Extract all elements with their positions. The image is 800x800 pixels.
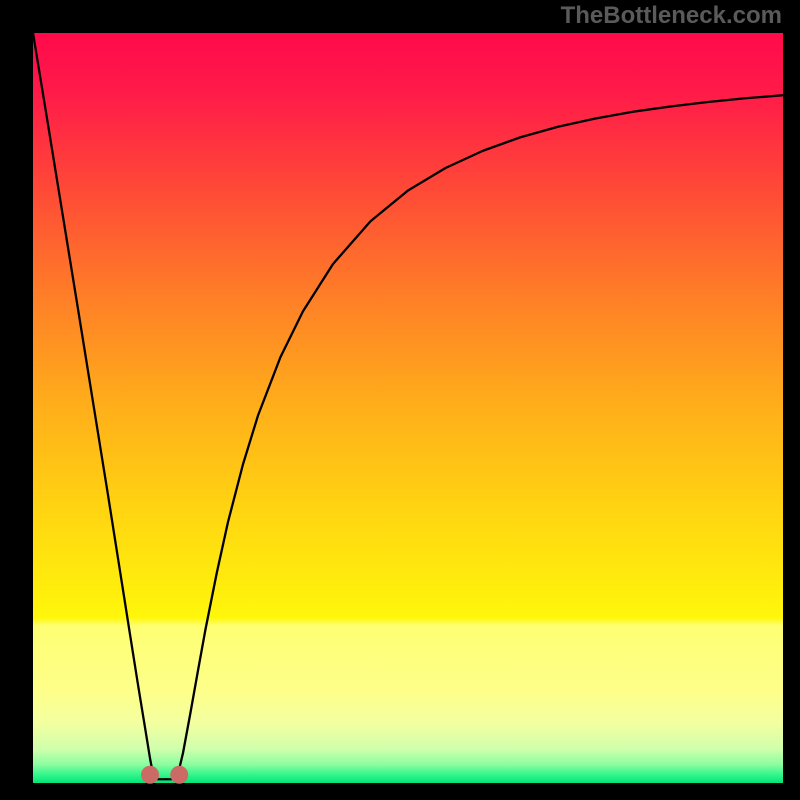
marker-point bbox=[141, 766, 159, 784]
marker-point bbox=[170, 766, 188, 784]
watermark-text: TheBottleneck.com bbox=[561, 2, 782, 30]
chart-container: TheBottleneck.com bbox=[0, 0, 800, 800]
curve-overlay bbox=[0, 0, 800, 800]
bottleneck-curve bbox=[33, 33, 783, 779]
markers-group bbox=[141, 766, 188, 784]
